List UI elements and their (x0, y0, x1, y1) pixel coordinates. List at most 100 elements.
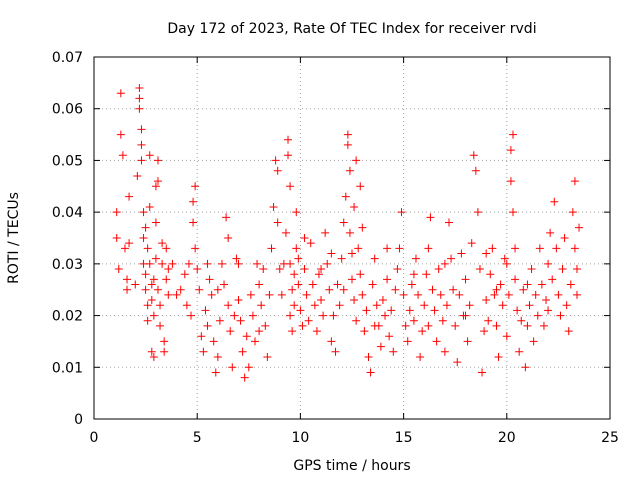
data-point (475, 265, 484, 274)
data-point (327, 249, 336, 258)
data-point (333, 280, 342, 289)
data-point (558, 265, 567, 274)
data-point (197, 332, 206, 341)
data-point (153, 177, 162, 186)
data-point (180, 270, 189, 279)
data-point (335, 301, 344, 310)
data-point (317, 296, 326, 305)
data-point (560, 234, 569, 242)
data-point (556, 311, 565, 320)
data-point (405, 306, 414, 315)
data-point (389, 347, 398, 356)
data-point (211, 368, 220, 377)
data-point (537, 280, 546, 289)
data-point (158, 259, 167, 268)
data-point (535, 244, 544, 253)
data-point (300, 234, 309, 242)
data-point (145, 151, 154, 160)
data-point (137, 140, 146, 149)
data-point (337, 254, 346, 263)
data-point (331, 347, 340, 356)
y-axis-label: ROTI / TECUs (6, 192, 22, 284)
data-point (236, 316, 245, 325)
data-point (259, 265, 268, 274)
data-point (135, 104, 144, 113)
data-point (319, 311, 328, 320)
data-point (244, 363, 253, 372)
data-point (449, 285, 458, 294)
data-point (345, 228, 354, 237)
data-point (434, 265, 443, 274)
data-point (368, 280, 377, 289)
data-point (350, 296, 359, 305)
x-tick-label: 5 (193, 430, 202, 446)
data-point (228, 363, 237, 372)
data-point (564, 327, 573, 336)
data-point (149, 275, 158, 284)
data-point (306, 239, 315, 248)
data-point (232, 254, 241, 263)
data-point (436, 290, 445, 299)
data-point (286, 311, 295, 320)
data-point (366, 368, 375, 377)
data-point (133, 171, 142, 180)
data-point (339, 285, 348, 294)
data-point (230, 311, 239, 320)
data-point (156, 321, 165, 330)
data-point (484, 316, 493, 325)
data-point (135, 84, 144, 93)
data-point (290, 301, 299, 310)
data-point (116, 89, 125, 98)
data-point (147, 296, 156, 305)
data-point (248, 311, 257, 320)
data-point (566, 280, 575, 289)
data-point (360, 327, 369, 336)
data-point (525, 301, 534, 310)
data-point (116, 130, 125, 139)
x-tick-label: 20 (498, 430, 516, 446)
data-point (147, 280, 156, 289)
data-point (397, 208, 406, 217)
data-point (255, 327, 264, 336)
data-point (149, 311, 158, 320)
data-point (550, 197, 559, 206)
data-point (137, 125, 146, 134)
chart-title: Day 172 of 2023, Rate Of TEC Index for r… (167, 21, 536, 37)
data-point (467, 239, 476, 248)
data-point (424, 321, 433, 330)
data-point (222, 213, 231, 222)
data-point (294, 280, 303, 289)
data-point (463, 337, 472, 346)
data-point (447, 254, 456, 263)
data-point (506, 146, 515, 155)
data-point (362, 306, 371, 315)
data-point (345, 166, 354, 175)
data-point (482, 296, 491, 305)
data-point (378, 296, 387, 305)
data-point (199, 347, 208, 356)
data-point (461, 311, 470, 320)
data-point (141, 270, 150, 279)
data-point (310, 301, 319, 310)
data-point (164, 265, 173, 274)
data-point (292, 208, 301, 217)
data-point (284, 135, 293, 144)
data-point (261, 321, 270, 330)
data-point (521, 363, 530, 372)
data-point (418, 327, 427, 336)
data-point (269, 202, 278, 211)
data-point (153, 285, 162, 294)
data-point (348, 249, 356, 258)
data-point (343, 140, 352, 149)
data-point (141, 285, 150, 294)
data-point (151, 218, 160, 227)
data-point (343, 130, 352, 139)
data-point (354, 244, 363, 253)
data-point (193, 265, 202, 274)
data-point (352, 316, 361, 325)
data-point (490, 290, 499, 299)
data-point (224, 301, 233, 310)
data-point (300, 265, 309, 274)
